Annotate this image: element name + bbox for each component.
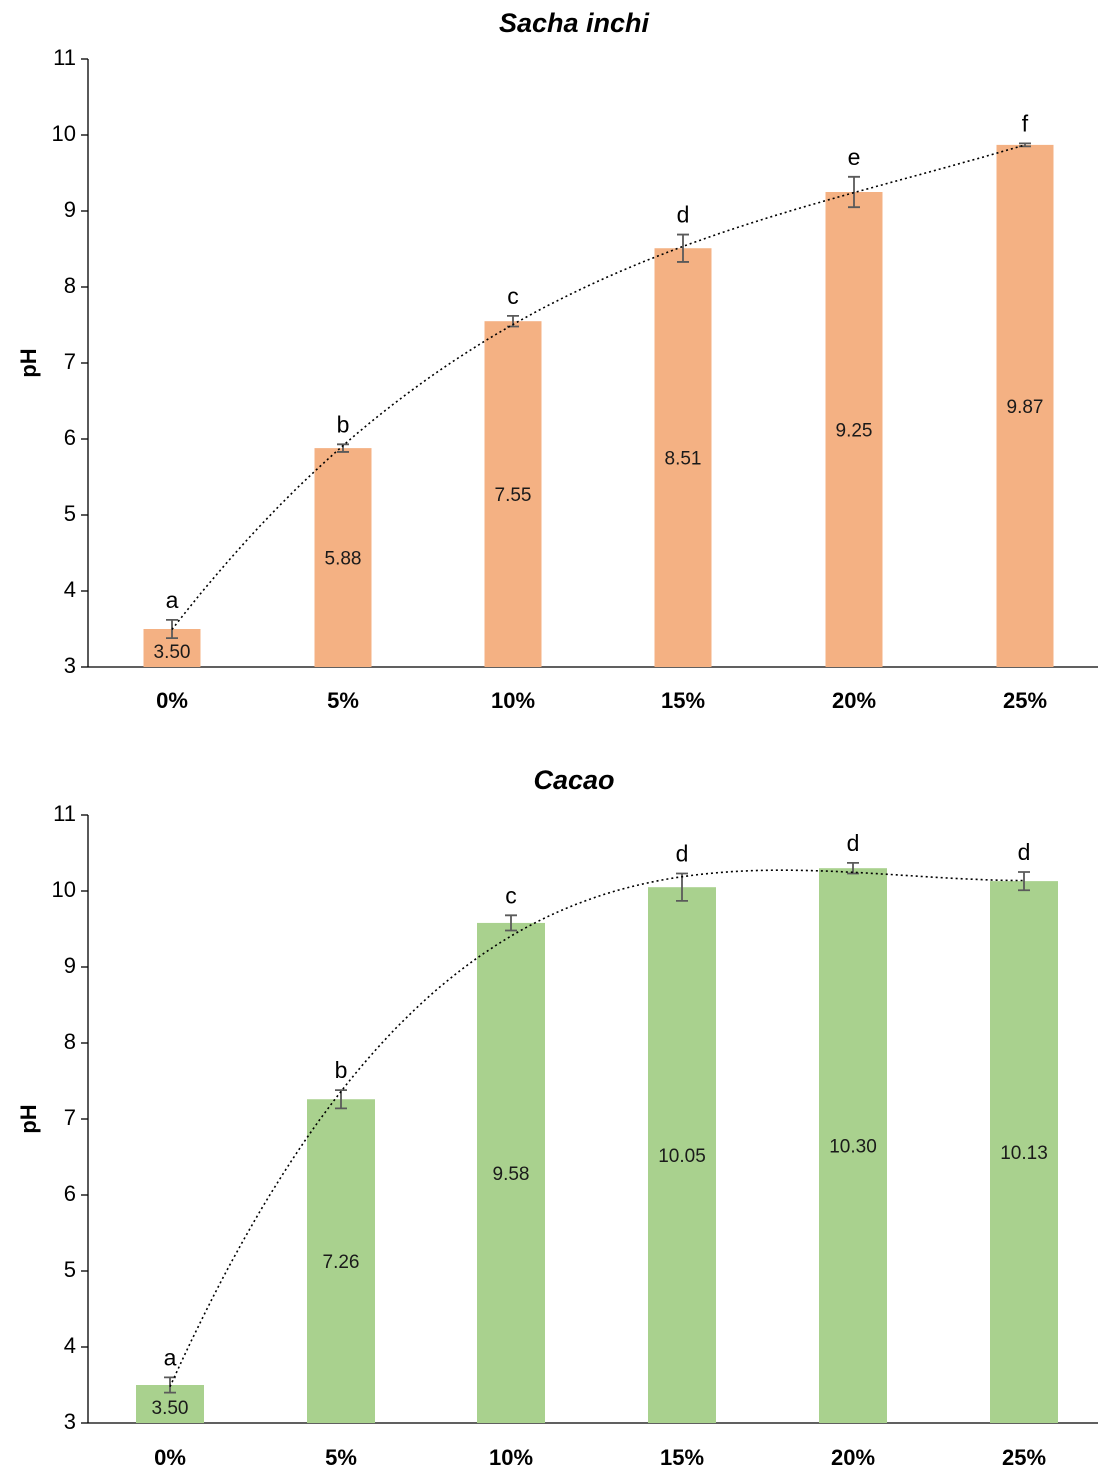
- error-bar: [676, 872, 688, 902]
- chart-sacha-inchi: Sacha inchi pH 3 4 5 6 7 8 9 10 11 3.50 a 0% 5.88 b 5% 7.…: [16, 8, 1098, 713]
- data-label: 3.50: [152, 1398, 189, 1419]
- y-tick-label: 11: [53, 45, 76, 70]
- x-tick-label: 5%: [327, 688, 359, 713]
- data-label: 9.87: [1007, 397, 1044, 418]
- significance-letter: b: [337, 411, 350, 437]
- bar: [484, 321, 542, 667]
- data-label: 10.13: [1000, 1143, 1048, 1164]
- bar: [654, 248, 712, 668]
- data-label: 9.58: [493, 1164, 530, 1185]
- y-tick-label: 9: [64, 953, 76, 978]
- x-tick-label: 0%: [154, 1445, 186, 1470]
- data-label: 10.05: [658, 1146, 706, 1167]
- y-tick-label: 6: [64, 425, 76, 450]
- data-label: 10.30: [829, 1137, 877, 1158]
- x-tick-label: 20%: [832, 688, 876, 713]
- chart-title: Sacha inchi: [499, 8, 650, 38]
- x-tick-label: 15%: [661, 688, 705, 713]
- trendline: [169, 869, 1024, 1388]
- y-tick-label: 3: [64, 653, 76, 678]
- significance-letter: d: [677, 202, 690, 228]
- significance-letter: c: [507, 283, 519, 309]
- y-tick-label: 7: [64, 349, 76, 374]
- x-tick-label: 10%: [489, 1445, 533, 1470]
- significance-letter: e: [848, 144, 861, 170]
- y-tick-label: 9: [64, 197, 76, 222]
- y-tick-label: 11: [53, 801, 76, 826]
- data-label: 3.50: [154, 642, 191, 663]
- bar: [990, 881, 1058, 1423]
- bar: [477, 922, 545, 1423]
- x-tick-label: 0%: [156, 688, 188, 713]
- data-label: 5.88: [325, 549, 362, 570]
- data-label: 7.26: [323, 1252, 360, 1273]
- significance-letter: c: [505, 882, 517, 908]
- error-bar: [335, 1089, 347, 1110]
- data-label: 8.51: [665, 449, 702, 470]
- y-axis-label: pH: [16, 1104, 41, 1133]
- x-tick-label: 25%: [1002, 1445, 1046, 1470]
- bar: [648, 887, 716, 1423]
- significance-letter: f: [1022, 110, 1029, 136]
- error-bar: [1018, 871, 1030, 892]
- y-tick-label: 4: [64, 577, 76, 602]
- x-tick-label: 5%: [325, 1445, 357, 1470]
- significance-letter: a: [164, 1344, 177, 1370]
- y-tick-label: 5: [64, 501, 76, 526]
- y-tick-label: 8: [64, 273, 76, 298]
- error-bar: [848, 175, 860, 209]
- significance-letter: d: [847, 830, 860, 856]
- significance-letter: d: [676, 841, 689, 867]
- significance-letter: b: [335, 1057, 348, 1083]
- x-tick-label: 10%: [491, 688, 535, 713]
- bar: [314, 448, 372, 667]
- bar: [819, 868, 887, 1423]
- error-bar: [505, 914, 517, 932]
- x-tick-label: 15%: [660, 1445, 704, 1470]
- data-label: 7.55: [495, 485, 532, 506]
- data-label: 9.25: [836, 421, 873, 442]
- y-tick-label: 4: [64, 1333, 76, 1358]
- x-tick-label: 20%: [831, 1445, 875, 1470]
- y-tick-label: 3: [64, 1409, 76, 1434]
- y-axis-label: pH: [16, 348, 41, 377]
- x-tick-label: 25%: [1003, 688, 1047, 713]
- y-tick-label: 8: [64, 1029, 76, 1054]
- chart-title: Cacao: [533, 765, 614, 795]
- chart-cacao: Cacao pH 3 4 5 6 7 8 9 10 11 3.50 a 0% 7.26 b 5% 9.58 c 10%…: [16, 765, 1098, 1470]
- significance-letter: a: [166, 587, 179, 613]
- bar: [996, 144, 1054, 667]
- trendline: [171, 144, 1026, 630]
- y-tick-label: 10: [52, 877, 76, 902]
- bar: [825, 192, 883, 667]
- y-tick-label: 6: [64, 1181, 76, 1206]
- y-tick-label: 10: [52, 121, 76, 146]
- y-tick-label: 5: [64, 1257, 76, 1282]
- bar: [307, 1099, 375, 1423]
- y-tick-label: 7: [64, 1105, 76, 1130]
- significance-letter: d: [1018, 839, 1031, 865]
- error-bar: [847, 861, 859, 875]
- error-bar: [677, 233, 689, 263]
